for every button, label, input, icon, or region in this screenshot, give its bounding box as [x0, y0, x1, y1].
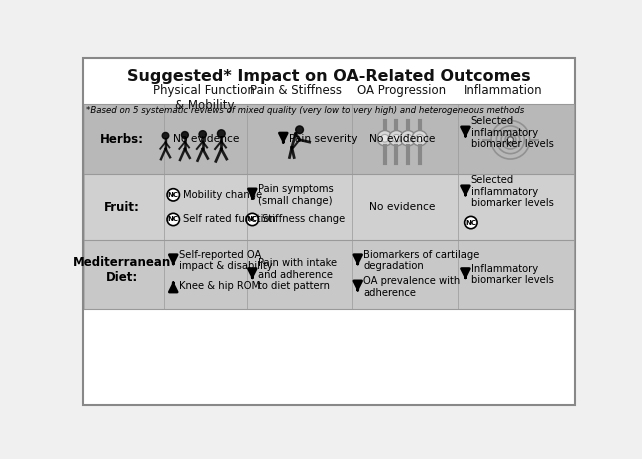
FancyBboxPatch shape: [84, 240, 574, 309]
FancyBboxPatch shape: [84, 104, 574, 174]
FancyBboxPatch shape: [83, 58, 575, 405]
Circle shape: [218, 130, 225, 137]
Text: OA Progression: OA Progression: [358, 84, 446, 97]
Text: No evidence: No evidence: [369, 134, 436, 144]
Circle shape: [182, 132, 188, 139]
Text: Suggested* Impact on OA-Related Outcomes: Suggested* Impact on OA-Related Outcomes: [127, 69, 531, 84]
Text: Physical Function
& Mobility: Physical Function & Mobility: [153, 84, 255, 112]
Circle shape: [416, 134, 424, 142]
Text: No evidence: No evidence: [369, 202, 436, 212]
Text: Mediterranean
Diet:: Mediterranean Diet:: [73, 256, 171, 284]
Circle shape: [162, 133, 169, 139]
Circle shape: [296, 126, 304, 134]
Text: NC: NC: [247, 217, 258, 223]
Text: NC: NC: [168, 192, 178, 198]
Text: Selected
inflammatory
biomarker levels: Selected inflammatory biomarker levels: [471, 175, 554, 208]
Circle shape: [388, 130, 404, 146]
Text: Self rated function: Self rated function: [182, 214, 275, 224]
Text: Self-reported OA
impact & disability: Self-reported OA impact & disability: [178, 250, 272, 271]
Text: Herbs:: Herbs:: [100, 133, 144, 146]
Text: Stiffness change: Stiffness change: [261, 214, 345, 224]
Text: Pain symptoms
(small change): Pain symptoms (small change): [257, 184, 333, 206]
Text: Pain severity: Pain severity: [289, 134, 357, 144]
Circle shape: [507, 137, 514, 143]
Text: Selected
inflammatory
biomarker levels: Selected inflammatory biomarker levels: [471, 116, 554, 150]
Text: NC: NC: [168, 217, 178, 223]
Text: Pain & Stiffness: Pain & Stiffness: [250, 84, 342, 97]
Text: Mobility change: Mobility change: [182, 190, 262, 200]
Circle shape: [199, 131, 206, 138]
Circle shape: [404, 134, 412, 142]
Circle shape: [401, 130, 416, 146]
Circle shape: [377, 130, 392, 146]
Circle shape: [392, 134, 401, 142]
Circle shape: [167, 189, 180, 201]
Text: Biomarkers of cartilage
degradation: Biomarkers of cartilage degradation: [363, 250, 480, 271]
Text: Pain with intake
and adherence
to diet pattern: Pain with intake and adherence to diet p…: [257, 258, 337, 291]
Circle shape: [381, 134, 388, 142]
Circle shape: [167, 213, 180, 226]
Circle shape: [465, 216, 477, 229]
Text: Inflammation: Inflammation: [464, 84, 542, 97]
FancyBboxPatch shape: [84, 174, 574, 240]
Text: Fruit:: Fruit:: [104, 201, 140, 213]
Text: Knee & hip ROM: Knee & hip ROM: [178, 281, 260, 291]
Text: Inflammatory
biomarker levels: Inflammatory biomarker levels: [471, 264, 554, 285]
Text: OA prevalence with
adherence: OA prevalence with adherence: [363, 276, 460, 297]
Circle shape: [412, 130, 428, 146]
Text: No evidence: No evidence: [173, 134, 239, 144]
Text: NC: NC: [465, 219, 476, 225]
Circle shape: [246, 213, 259, 226]
Text: *Based on 5 systematic reviews of mixed quality (very low to very high) and hete: *Based on 5 systematic reviews of mixed …: [87, 106, 525, 115]
